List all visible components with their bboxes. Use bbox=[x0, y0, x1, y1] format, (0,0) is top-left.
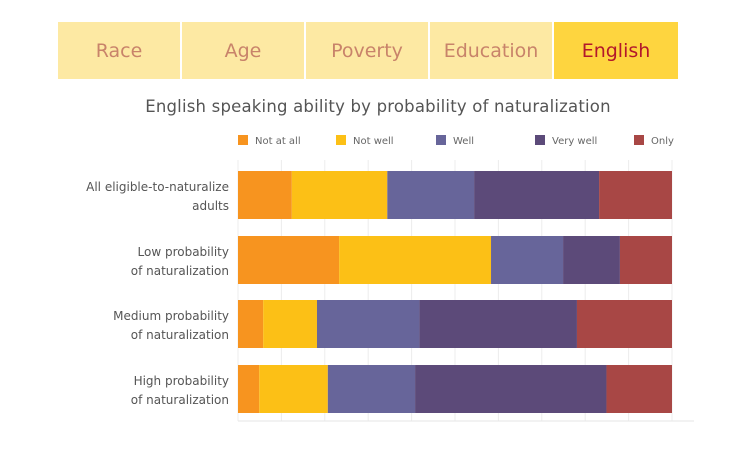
bar-segment[interactable] bbox=[563, 236, 620, 284]
tab-education[interactable]: Education bbox=[430, 22, 554, 79]
tab-label: Poverty bbox=[331, 39, 403, 62]
category-labels: All eligible-to-naturalize adults Low prob… bbox=[86, 180, 229, 407]
bar-segment[interactable] bbox=[259, 365, 328, 413]
bar-segment[interactable] bbox=[238, 365, 260, 413]
bar-segment[interactable] bbox=[491, 236, 564, 284]
chart-title: English speaking ability by probability … bbox=[145, 97, 611, 116]
bar-segment[interactable] bbox=[238, 171, 292, 219]
tab-english[interactable]: English bbox=[554, 22, 678, 79]
tab-label: Education bbox=[443, 39, 539, 62]
bar-segment[interactable] bbox=[619, 236, 672, 284]
bar-segment[interactable] bbox=[291, 171, 388, 219]
tab-label: English bbox=[581, 39, 651, 62]
legend-label: Very well bbox=[552, 136, 597, 147]
legend: Not at all Not well Well Very well Only bbox=[238, 135, 674, 147]
legend-label: Not well bbox=[353, 136, 394, 147]
category-label: High probability bbox=[134, 374, 229, 388]
bars bbox=[238, 171, 672, 413]
bar-segment[interactable] bbox=[606, 365, 672, 413]
legend-label: Only bbox=[651, 136, 674, 147]
tab-label: Age bbox=[224, 39, 262, 62]
category-label: of naturalization bbox=[131, 328, 229, 342]
bar-segment[interactable] bbox=[387, 171, 475, 219]
legend-swatch bbox=[336, 135, 346, 145]
bar-segment[interactable] bbox=[576, 300, 672, 348]
legend-label: Well bbox=[453, 136, 474, 147]
legend-swatch bbox=[634, 135, 644, 145]
tab-age[interactable]: Age bbox=[182, 22, 306, 79]
tab-poverty[interactable]: Poverty bbox=[306, 22, 430, 79]
category-label: of naturalization bbox=[131, 393, 229, 407]
legend-swatch bbox=[535, 135, 545, 145]
legend-label: Not at all bbox=[255, 136, 301, 147]
bar-segment[interactable] bbox=[316, 300, 420, 348]
bar-segment[interactable] bbox=[474, 171, 600, 219]
category-label: adults bbox=[192, 199, 229, 213]
bar-segment[interactable] bbox=[238, 236, 340, 284]
bar-segment[interactable] bbox=[419, 300, 577, 348]
bar-segment[interactable] bbox=[599, 171, 672, 219]
bar-segment[interactable] bbox=[415, 365, 607, 413]
category-label: Medium probability bbox=[113, 309, 229, 323]
category-label: All eligible-to-naturalize bbox=[86, 180, 229, 194]
tab-label: Race bbox=[95, 39, 143, 62]
tab-race[interactable]: Race bbox=[58, 22, 182, 79]
legend-swatch bbox=[436, 135, 446, 145]
category-label: of naturalization bbox=[131, 264, 229, 278]
category-label: Low probability bbox=[138, 245, 229, 259]
bar-segment[interactable] bbox=[339, 236, 492, 284]
tab-bar: Race Age Poverty Education English bbox=[58, 22, 678, 79]
legend-swatch bbox=[238, 135, 248, 145]
bar-segment[interactable] bbox=[238, 300, 264, 348]
bar-segment[interactable] bbox=[263, 300, 317, 348]
bar-segment[interactable] bbox=[327, 365, 416, 413]
